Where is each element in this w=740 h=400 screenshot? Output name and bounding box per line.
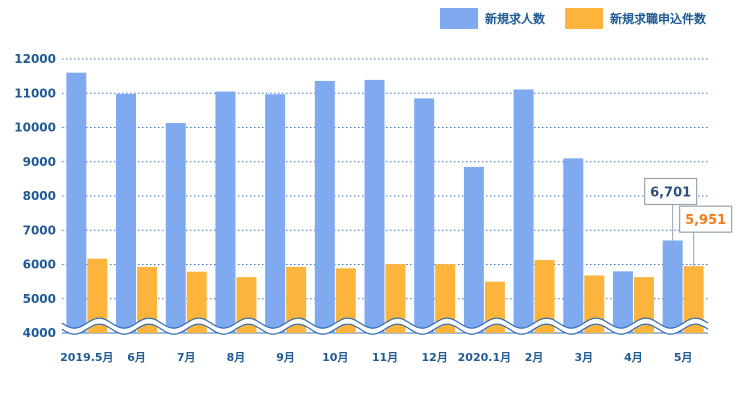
bar-new-job-openings (215, 91, 236, 333)
x-tick-label: 7月 (177, 351, 196, 364)
x-tick-label: 9月 (276, 351, 295, 364)
y-tick-label: 12000 (14, 52, 56, 66)
y-tick-label: 11000 (14, 86, 56, 100)
bar-new-applications (286, 266, 307, 333)
y-tick-label: 7000 (23, 223, 56, 237)
y-tick-label: 8000 (23, 189, 56, 203)
bars (66, 72, 704, 333)
legend-label-series-1: 新規求職申込件数 (610, 11, 707, 26)
bar-new-job-openings (265, 94, 286, 333)
grid-lines (62, 58, 708, 334)
bar-new-job-openings (414, 98, 435, 333)
x-tick-label: 10月 (322, 351, 348, 364)
bar-new-job-openings (463, 166, 484, 333)
y-tick-label: 6000 (23, 258, 56, 272)
bar-new-job-openings (116, 93, 137, 333)
bar-new-job-openings (165, 123, 186, 333)
callout-label: 6,701 (650, 185, 691, 200)
bar-new-job-openings (66, 72, 87, 333)
bar-new-applications (335, 268, 356, 333)
callout-label: 5,951 (685, 213, 726, 228)
bar-new-applications (385, 264, 406, 333)
x-tick-label: 11月 (372, 351, 398, 364)
y-tick-label: 9000 (23, 155, 56, 169)
bar-new-applications (435, 264, 456, 333)
legend-label-series-0: 新規求人数 (485, 11, 546, 26)
axis-break-line-top (61, 317, 709, 329)
axis-break-line-bottom (61, 323, 709, 335)
x-tick-label: 4月 (624, 351, 643, 364)
y-tick-label: 5000 (23, 292, 56, 306)
legend-swatch-series-0 (440, 8, 478, 29)
x-tick-label: 3月 (574, 351, 593, 364)
callouts: 6,701 5,951 (644, 177, 733, 267)
x-tick-label: 2月 (525, 351, 544, 364)
y-tick-label: 4000 (23, 326, 56, 340)
bar-new-job-openings (314, 80, 335, 333)
axis-break (61, 317, 709, 335)
x-tick-label: 2019.5月 (60, 351, 113, 364)
x-tick-label: 12月 (422, 351, 448, 364)
bar-new-job-openings (364, 79, 385, 333)
legend: 新規求人数 新規求職申込件数 (440, 8, 707, 29)
callout-box (644, 177, 698, 206)
bar-new-job-openings (662, 240, 683, 333)
legend-swatch-series-1 (565, 8, 603, 29)
axis-break-band (62, 318, 708, 335)
bar-new-applications (137, 266, 158, 333)
bar-new-applications (534, 260, 555, 333)
bar-new-applications (186, 271, 207, 333)
x-tick-label: 8月 (227, 351, 246, 364)
x-tick-label: 5月 (674, 351, 693, 364)
x-tick-label: 6月 (127, 351, 146, 364)
x-tick-label: 2020.1月 (458, 351, 511, 364)
bar-new-job-openings (563, 158, 584, 333)
bar-new-applications (87, 258, 108, 333)
y-axis: 4000 5000 6000 7000 8000 9000 10000 11000 12000 (14, 52, 56, 340)
callout-box (679, 205, 733, 233)
x-axis: 2019.5月 6月 7月 8月 9月 10月 11月 12月 2020.1月 2月 3月 4月 5月 (60, 351, 692, 364)
bar-new-applications (683, 266, 704, 333)
bar-new-job-openings (513, 89, 534, 333)
y-tick-label: 10000 (14, 121, 56, 135)
bar-new-job-openings (612, 271, 633, 333)
